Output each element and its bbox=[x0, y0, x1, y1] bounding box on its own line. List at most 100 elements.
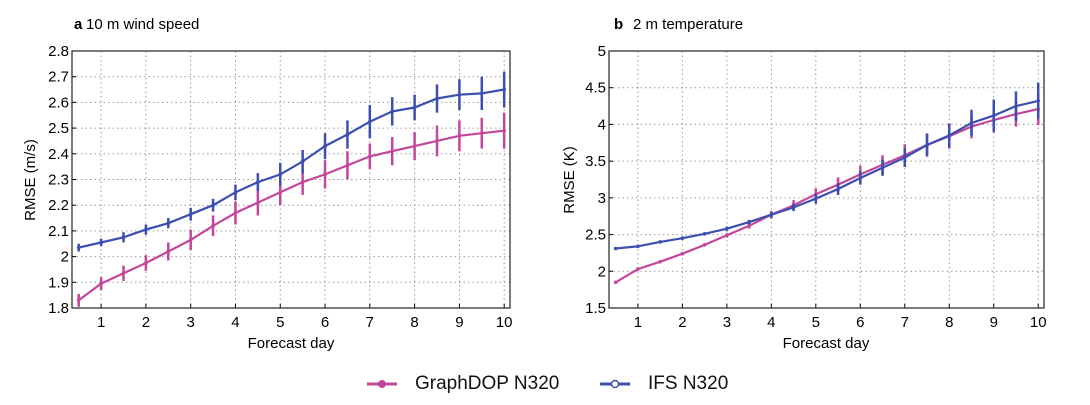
panel-a-graphdop-point bbox=[435, 139, 439, 143]
panel-b-ytick-label: 5 bbox=[598, 43, 606, 60]
panel-b-xtick-label: 5 bbox=[812, 314, 820, 331]
panel-b-ifs-point bbox=[791, 205, 796, 210]
panel-b-ifs-point bbox=[658, 240, 662, 244]
panel-b-xtick-label: 8 bbox=[945, 314, 953, 331]
panel-b-graphdop-point bbox=[747, 223, 751, 228]
panel-a-graphdop-point bbox=[412, 144, 417, 148]
panel-a-graphdop-point bbox=[121, 271, 126, 276]
panel-a-ifs-point bbox=[300, 159, 305, 164]
panel-a-graphdop-point bbox=[233, 211, 238, 215]
panel-a-ifs-point bbox=[278, 172, 283, 177]
panel-a-graphdop-point bbox=[300, 180, 305, 184]
panel-b-ifs-point bbox=[636, 244, 640, 249]
panel-b-ylabel: RMSE (K) bbox=[561, 146, 578, 214]
panel-b-xtick-label: 6 bbox=[856, 314, 864, 331]
panel-b-ytick-label: 3 bbox=[598, 190, 606, 207]
legend: GraphDOP N320 IFS N320 bbox=[0, 373, 1090, 399]
panel-a-graphdop-point bbox=[502, 128, 506, 133]
panel-b-ytick-label: 3.5 bbox=[585, 153, 606, 170]
panel-a-ytick-label: 2.4 bbox=[48, 146, 69, 163]
panel-b-ifs-point bbox=[613, 246, 618, 251]
legend-item-ifs: IFS N320 bbox=[600, 373, 728, 395]
panel-b-graphdop-line bbox=[615, 107, 1039, 284]
panel-a-xtick-label: 3 bbox=[187, 314, 195, 331]
panel-b-ytick-label: 2 bbox=[598, 263, 606, 280]
panel-a-letter: a bbox=[74, 16, 83, 33]
panel-b-ifs-point bbox=[769, 212, 774, 217]
panel-b-plot-frame bbox=[608, 50, 1045, 309]
panel-a-ifs-point bbox=[435, 96, 439, 101]
panel-a-ifs-point bbox=[345, 132, 350, 137]
panel-a-xtick-label: 2 bbox=[142, 314, 150, 331]
panel-a-graphdop-point bbox=[345, 163, 350, 168]
panel-b-ytick-label: 1.5 bbox=[585, 300, 606, 317]
panel-a-xtick-label: 5 bbox=[276, 314, 284, 331]
panel-a-xtick-label: 6 bbox=[321, 314, 329, 331]
panel-b-ifs-point bbox=[1014, 104, 1018, 108]
panel-a-graphdop-point bbox=[166, 249, 171, 254]
panel-b-ifs-point bbox=[702, 232, 707, 236]
panel-b-ifs-point bbox=[836, 187, 840, 191]
panel-a-ytick-label: 2.6 bbox=[48, 94, 69, 111]
panel-b-title: 2 m temperature bbox=[633, 16, 743, 33]
panel-b-xtick-label: 2 bbox=[678, 314, 686, 331]
panel-a-xtick-label: 1 bbox=[97, 314, 105, 331]
panel-a-ifs-point bbox=[166, 221, 171, 225]
panel-b-ifs-point bbox=[969, 121, 974, 125]
legend-item-graphdop: GraphDOP N320 bbox=[367, 373, 559, 395]
panel-a-graphdop-point bbox=[368, 154, 372, 159]
panel-a-ytick-label: 2.1 bbox=[48, 223, 69, 240]
panel-b-ifs-point bbox=[725, 226, 729, 231]
panel-a-ytick-label: 2.7 bbox=[48, 69, 69, 86]
panel-b-ifs-point bbox=[925, 143, 929, 147]
panel-b-xtick-label: 10 bbox=[1030, 314, 1047, 331]
panel-a-ytick-label: 1.9 bbox=[48, 274, 69, 291]
panel-b-ifs-point bbox=[880, 165, 885, 170]
panel-b-xtick-label: 3 bbox=[723, 314, 731, 331]
panel-a-graphdop-point bbox=[457, 134, 462, 138]
panel-a-graphdop-point bbox=[76, 298, 81, 303]
panel-a-graphdop-line bbox=[78, 129, 505, 302]
panel-a-ifs-point bbox=[188, 212, 193, 216]
panel-b-graphdop-point bbox=[680, 251, 685, 256]
panel-b-ytick-label: 4.5 bbox=[585, 80, 606, 97]
panel-a-ifs-point bbox=[76, 245, 81, 250]
panel-b-xtick-label: 1 bbox=[634, 314, 642, 331]
panel-b-graphdop-point bbox=[636, 267, 640, 271]
panel-a-ifs-point bbox=[412, 105, 417, 110]
panel-a-ifs-point bbox=[457, 92, 462, 97]
panel-a-ifs-point bbox=[211, 203, 215, 207]
panel-a-ifs-point bbox=[144, 227, 148, 232]
panel-b-ifs-point bbox=[902, 155, 907, 160]
panel-a-xtick-label: 7 bbox=[366, 314, 374, 331]
panel-a-ytick-label: 2.3 bbox=[48, 172, 69, 189]
panel-a-xtick-label: 9 bbox=[455, 314, 463, 331]
panel-a-ifs-point bbox=[390, 109, 395, 114]
panel-b-ifs-point bbox=[1036, 99, 1041, 103]
panel-b-letter: b bbox=[614, 16, 623, 33]
panel-a-ytick-label: 2.2 bbox=[48, 197, 69, 214]
panel-b-ifs-point bbox=[747, 220, 751, 224]
panel-a-xtick-label: 10 bbox=[496, 314, 513, 331]
panel-a-ifs-point bbox=[502, 87, 506, 92]
panel-a-graphdop-point bbox=[256, 200, 260, 205]
panel-a-ytick-label: 2 bbox=[61, 249, 69, 266]
panel-a-ytick-label: 2.5 bbox=[48, 120, 69, 137]
panel-b-graphdop-point bbox=[702, 243, 707, 247]
panel-a-ytick-label: 2.8 bbox=[48, 43, 69, 60]
panel-b-graphdop-point bbox=[613, 280, 618, 285]
panel-a-graphdop-point bbox=[99, 281, 103, 286]
panel-b-ifs-point bbox=[991, 113, 996, 118]
panel-b-ifs-point bbox=[947, 133, 952, 138]
panel-a-graphdop-point bbox=[278, 190, 283, 195]
panel-b-ifs-line bbox=[615, 99, 1039, 250]
panel-b-ytick-label: 4 bbox=[598, 116, 606, 133]
panel-a-ifs-point bbox=[256, 180, 260, 184]
legend-label-ifs: IFS N320 bbox=[648, 373, 729, 394]
panel-a-ytick-label: 1.8 bbox=[48, 300, 69, 317]
panel-a-graphdop-point bbox=[211, 223, 215, 228]
panel-a-ifs-point bbox=[233, 190, 238, 195]
panel-a-xlabel: Forecast day bbox=[248, 335, 335, 352]
panel-b-ifs-point bbox=[814, 196, 818, 201]
panel-b-ytick-label: 2.5 bbox=[585, 227, 606, 244]
